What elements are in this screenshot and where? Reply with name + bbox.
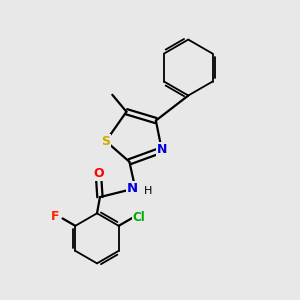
Text: N: N (127, 182, 138, 195)
Text: F: F (51, 211, 59, 224)
Text: N: N (157, 143, 167, 157)
Text: Cl: Cl (133, 211, 146, 224)
Text: S: S (101, 135, 110, 148)
Text: O: O (93, 167, 104, 180)
Text: H: H (144, 186, 153, 196)
